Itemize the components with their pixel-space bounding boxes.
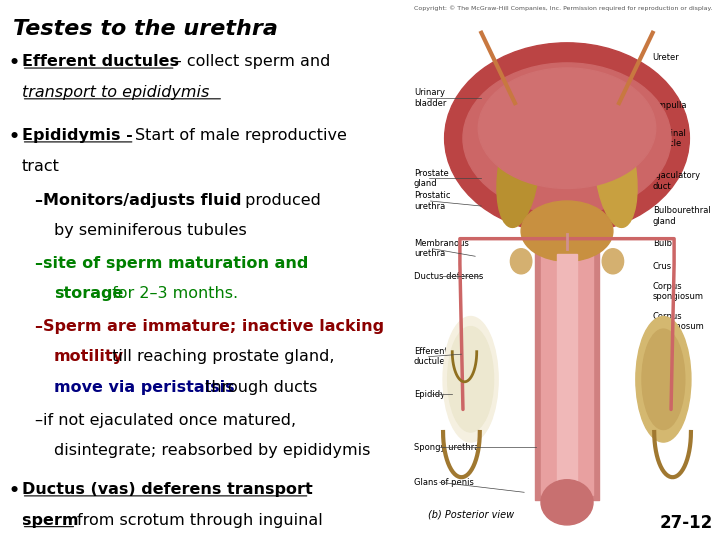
Ellipse shape <box>443 316 498 442</box>
Text: through ducts: through ducts <box>200 380 318 395</box>
Text: sperm: sperm <box>22 512 84 528</box>
Text: till reaching prostate gland,: till reaching prostate gland, <box>107 349 334 364</box>
Ellipse shape <box>521 201 613 261</box>
Text: Epididymis: Epididymis <box>414 390 460 399</box>
Text: Prostate
gland: Prostate gland <box>414 168 449 188</box>
Ellipse shape <box>510 249 532 274</box>
Text: Corpus
cavernosum: Corpus cavernosum <box>653 312 704 331</box>
Text: Prostatic
urethra: Prostatic urethra <box>414 191 451 211</box>
Text: Membranous
urethra: Membranous urethra <box>414 239 469 259</box>
Text: Seminal
vesicle: Seminal vesicle <box>653 129 687 148</box>
Bar <box>535 249 599 500</box>
Text: produced: produced <box>240 193 320 207</box>
Text: disintegrate; reabsorbed by epididymis: disintegrate; reabsorbed by epididymis <box>54 443 370 458</box>
Text: •: • <box>9 482 19 500</box>
Ellipse shape <box>448 327 494 432</box>
Text: storage: storage <box>54 286 123 301</box>
Text: Testis: Testis <box>653 375 676 384</box>
Text: 27-12: 27-12 <box>660 514 713 532</box>
Text: Sperm are immature; inactive lacking: Sperm are immature; inactive lacking <box>43 319 384 334</box>
Ellipse shape <box>497 119 539 227</box>
Text: transport to epididymis: transport to epididymis <box>22 85 209 100</box>
Text: - collect sperm and: - collect sperm and <box>176 54 330 69</box>
Text: (b) Posterior view: (b) Posterior view <box>428 509 515 519</box>
Text: Ureter: Ureter <box>653 53 680 63</box>
Text: •: • <box>9 128 19 146</box>
Ellipse shape <box>602 249 624 274</box>
Text: Spongy urethra: Spongy urethra <box>414 443 480 451</box>
Ellipse shape <box>636 316 691 442</box>
Text: Efferent
ductules: Efferent ductules <box>414 347 450 367</box>
Text: by seminiferous tubules: by seminiferous tubules <box>54 224 247 238</box>
Text: Bulbourethral
gland: Bulbourethral gland <box>653 206 711 226</box>
Text: –: – <box>35 319 42 334</box>
Text: –: – <box>35 193 42 207</box>
Ellipse shape <box>444 43 690 234</box>
Text: Testes to the urethra: Testes to the urethra <box>13 19 278 39</box>
Text: motility: motility <box>54 349 124 364</box>
Text: Copyright: © The McGraw-Hill Companies, Inc. Permission required for reproductio: Copyright: © The McGraw-Hill Companies, … <box>414 5 712 11</box>
Text: Glans of penis: Glans of penis <box>414 478 474 487</box>
Text: move via peristalsis: move via peristalsis <box>54 380 235 395</box>
Text: Corpus
spongiosum: Corpus spongiosum <box>653 282 703 301</box>
Ellipse shape <box>478 68 656 188</box>
Text: Ejaculatory
duct: Ejaculatory duct <box>653 171 700 191</box>
Text: Start of male reproductive: Start of male reproductive <box>135 128 347 143</box>
Text: Bulb: Bulb <box>653 239 672 248</box>
Text: Urinary
bladder: Urinary bladder <box>414 89 446 108</box>
Bar <box>557 254 577 495</box>
Ellipse shape <box>463 63 671 213</box>
Bar <box>541 254 593 495</box>
Text: from scrotum through inguinal: from scrotum through inguinal <box>77 512 323 528</box>
Text: for 2–3 months.: for 2–3 months. <box>107 286 238 301</box>
Text: –: – <box>35 255 42 271</box>
Text: Epididymis -: Epididymis - <box>22 128 138 143</box>
Ellipse shape <box>595 119 637 227</box>
Text: Ductus (vas) deferens transport: Ductus (vas) deferens transport <box>22 482 312 497</box>
Text: tract: tract <box>22 159 60 174</box>
Ellipse shape <box>642 329 685 429</box>
Text: Monitors/adjusts fluid: Monitors/adjusts fluid <box>43 193 242 207</box>
Text: Ampulla: Ampulla <box>653 101 687 110</box>
Text: Efferent ductules: Efferent ductules <box>22 54 184 69</box>
Ellipse shape <box>541 480 593 525</box>
Text: –if not ejaculated once matured,: –if not ejaculated once matured, <box>35 413 296 428</box>
Text: Ductus deferens: Ductus deferens <box>414 272 483 281</box>
Text: •: • <box>9 54 19 72</box>
Text: site of sperm maturation and: site of sperm maturation and <box>43 255 309 271</box>
Text: Crus: Crus <box>653 262 672 271</box>
